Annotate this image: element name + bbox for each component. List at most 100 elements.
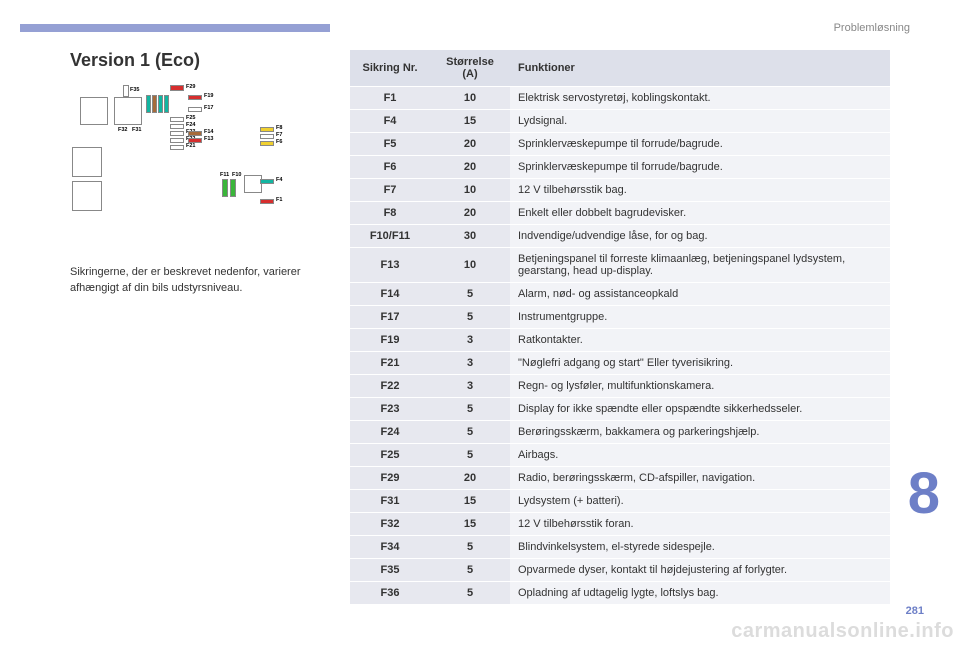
diagram-label-f7: F7 xyxy=(276,132,282,138)
cell-size: 3 xyxy=(430,352,510,375)
cell-fuse-no: F32 xyxy=(350,513,430,536)
diagram-label-f1: F1 xyxy=(276,197,282,203)
diagram-label-f17: F17 xyxy=(204,105,213,111)
cell-func: Blindvinkelsystem, el-styrede sidespejle… xyxy=(510,536,890,559)
diagram-label-f32: F32 xyxy=(118,127,127,133)
cell-fuse-no: F29 xyxy=(350,467,430,490)
diagram-label-f29: F29 xyxy=(186,84,195,90)
diagram-label-f13: F13 xyxy=(204,136,213,142)
left-column: Version 1 (Eco) F35 F29 F19 F17 F32 F31 … xyxy=(70,50,330,297)
table-row: F2920Radio, berøringsskærm, CD-afspiller… xyxy=(350,467,890,490)
table-row: F345Blindvinkelsystem, el-styrede sidesp… xyxy=(350,536,890,559)
cell-fuse-no: F1 xyxy=(350,87,430,110)
th-sikring: Sikring Nr. xyxy=(350,50,430,87)
cell-size: 20 xyxy=(430,467,510,490)
cell-func: Sprinklervæskepumpe til forrude/bagrude. xyxy=(510,156,890,179)
cell-fuse-no: F13 xyxy=(350,248,430,283)
th-size: Størrelse (A) xyxy=(430,50,510,87)
diagram-label-f11: F11 xyxy=(220,172,229,178)
cell-func: Berøringsskærm, bakkamera og parkeringsh… xyxy=(510,421,890,444)
cell-func: Display for ikke spændte eller opspændte… xyxy=(510,398,890,421)
diagram-label-f14: F14 xyxy=(204,129,213,135)
diagram-label-f35: F35 xyxy=(130,87,139,93)
cell-fuse-no: F6 xyxy=(350,156,430,179)
table-row: F520Sprinklervæskepumpe til forrude/bagr… xyxy=(350,133,890,156)
cell-size: 10 xyxy=(430,87,510,110)
cell-fuse-no: F34 xyxy=(350,536,430,559)
cell-func: Regn- og lysføler, multifunktionskamera. xyxy=(510,375,890,398)
cell-size: 3 xyxy=(430,375,510,398)
cell-func: Lydsignal. xyxy=(510,110,890,133)
cell-fuse-no: F25 xyxy=(350,444,430,467)
cell-func: Lydsystem (+ batteri). xyxy=(510,490,890,513)
cell-size: 3 xyxy=(430,329,510,352)
cell-size: 20 xyxy=(430,133,510,156)
diagram-label-f8: F8 xyxy=(276,125,282,131)
table-row: F145Alarm, nød- og assistanceopkald xyxy=(350,283,890,306)
cell-fuse-no: F19 xyxy=(350,329,430,352)
page-title: Version 1 (Eco) xyxy=(70,50,330,71)
cell-func: "Nøglefri adgang og start" Eller tyveris… xyxy=(510,352,890,375)
diagram-label-f19: F19 xyxy=(204,93,213,99)
cell-fuse-no: F22 xyxy=(350,375,430,398)
table-row: F3115Lydsystem (+ batteri). xyxy=(350,490,890,513)
table-row: F255Airbags. xyxy=(350,444,890,467)
diagram-label-f25: F25 xyxy=(186,115,195,121)
fuse-box-diagram: F35 F29 F19 F17 F32 F31 F25 F24 F23 F14 … xyxy=(70,85,290,245)
cell-fuse-no: F17 xyxy=(350,306,430,329)
cell-fuse-no: F23 xyxy=(350,398,430,421)
diagram-label-f31: F31 xyxy=(132,127,141,133)
cell-fuse-no: F4 xyxy=(350,110,430,133)
page-number: 281 xyxy=(906,605,924,617)
cell-size: 5 xyxy=(430,582,510,605)
table-row: F110Elektrisk servostyretøj, koblingskon… xyxy=(350,87,890,110)
th-func: Funktioner xyxy=(510,50,890,87)
cell-func: Opladning af udtagelig lygte, loftslys b… xyxy=(510,582,890,605)
table-row: F10/F1130Indvendige/udvendige låse, for … xyxy=(350,225,890,248)
cell-func: 12 V tilbehørsstik bag. xyxy=(510,179,890,202)
breadcrumb: Problemløsning xyxy=(834,22,910,34)
table-row: F245Berøringsskærm, bakkamera og parkeri… xyxy=(350,421,890,444)
cell-func: Enkelt eller dobbelt bagrudevisker. xyxy=(510,202,890,225)
cell-size: 5 xyxy=(430,398,510,421)
cell-func: Elektrisk servostyretøj, koblingskontakt… xyxy=(510,87,890,110)
cell-fuse-no: F8 xyxy=(350,202,430,225)
cell-size: 5 xyxy=(430,559,510,582)
cell-func: 12 V tilbehørsstik foran. xyxy=(510,513,890,536)
cell-size: 30 xyxy=(430,225,510,248)
cell-size: 5 xyxy=(430,444,510,467)
cell-fuse-no: F31 xyxy=(350,490,430,513)
cell-func: Instrumentgruppe. xyxy=(510,306,890,329)
cell-size: 20 xyxy=(430,156,510,179)
cell-fuse-no: F7 xyxy=(350,179,430,202)
cell-func: Opvarmede dyser, kontakt til højdejuster… xyxy=(510,559,890,582)
cell-fuse-no: F24 xyxy=(350,421,430,444)
fuse-table: Sikring Nr. Størrelse (A) Funktioner F11… xyxy=(350,50,890,605)
cell-func: Alarm, nød- og assistanceopkald xyxy=(510,283,890,306)
cell-fuse-no: F5 xyxy=(350,133,430,156)
table-row: F213"Nøglefri adgang og start" Eller tyv… xyxy=(350,352,890,375)
cell-fuse-no: F21 xyxy=(350,352,430,375)
cell-size: 15 xyxy=(430,110,510,133)
diagram-label-f4: F4 xyxy=(276,177,282,183)
cell-func: Indvendige/udvendige låse, for og bag. xyxy=(510,225,890,248)
cell-func: Betjeningspanel til forreste klimaanlæg,… xyxy=(510,248,890,283)
table-row: F820Enkelt eller dobbelt bagrudevisker. xyxy=(350,202,890,225)
header-accent-bar xyxy=(20,24,330,32)
table-row: F175Instrumentgruppe. xyxy=(350,306,890,329)
cell-size: 15 xyxy=(430,490,510,513)
cell-func: Sprinklervæskepumpe til forrude/bagrude. xyxy=(510,133,890,156)
diagram-label-f10: F10 xyxy=(232,172,241,178)
section-number: 8 xyxy=(908,460,940,527)
cell-size: 15 xyxy=(430,513,510,536)
diagram-label-f21: F21 xyxy=(186,143,195,149)
cell-size: 20 xyxy=(430,202,510,225)
watermark: carmanualsonline.info xyxy=(731,620,954,643)
cell-size: 10 xyxy=(430,179,510,202)
table-row: F365Opladning af udtagelig lygte, loftsl… xyxy=(350,582,890,605)
cell-size: 5 xyxy=(430,283,510,306)
table-row: F71012 V tilbehørsstik bag. xyxy=(350,179,890,202)
cell-size: 5 xyxy=(430,421,510,444)
cell-func: Radio, berøringsskærm, CD-afspiller, nav… xyxy=(510,467,890,490)
table-row: F415Lydsignal. xyxy=(350,110,890,133)
